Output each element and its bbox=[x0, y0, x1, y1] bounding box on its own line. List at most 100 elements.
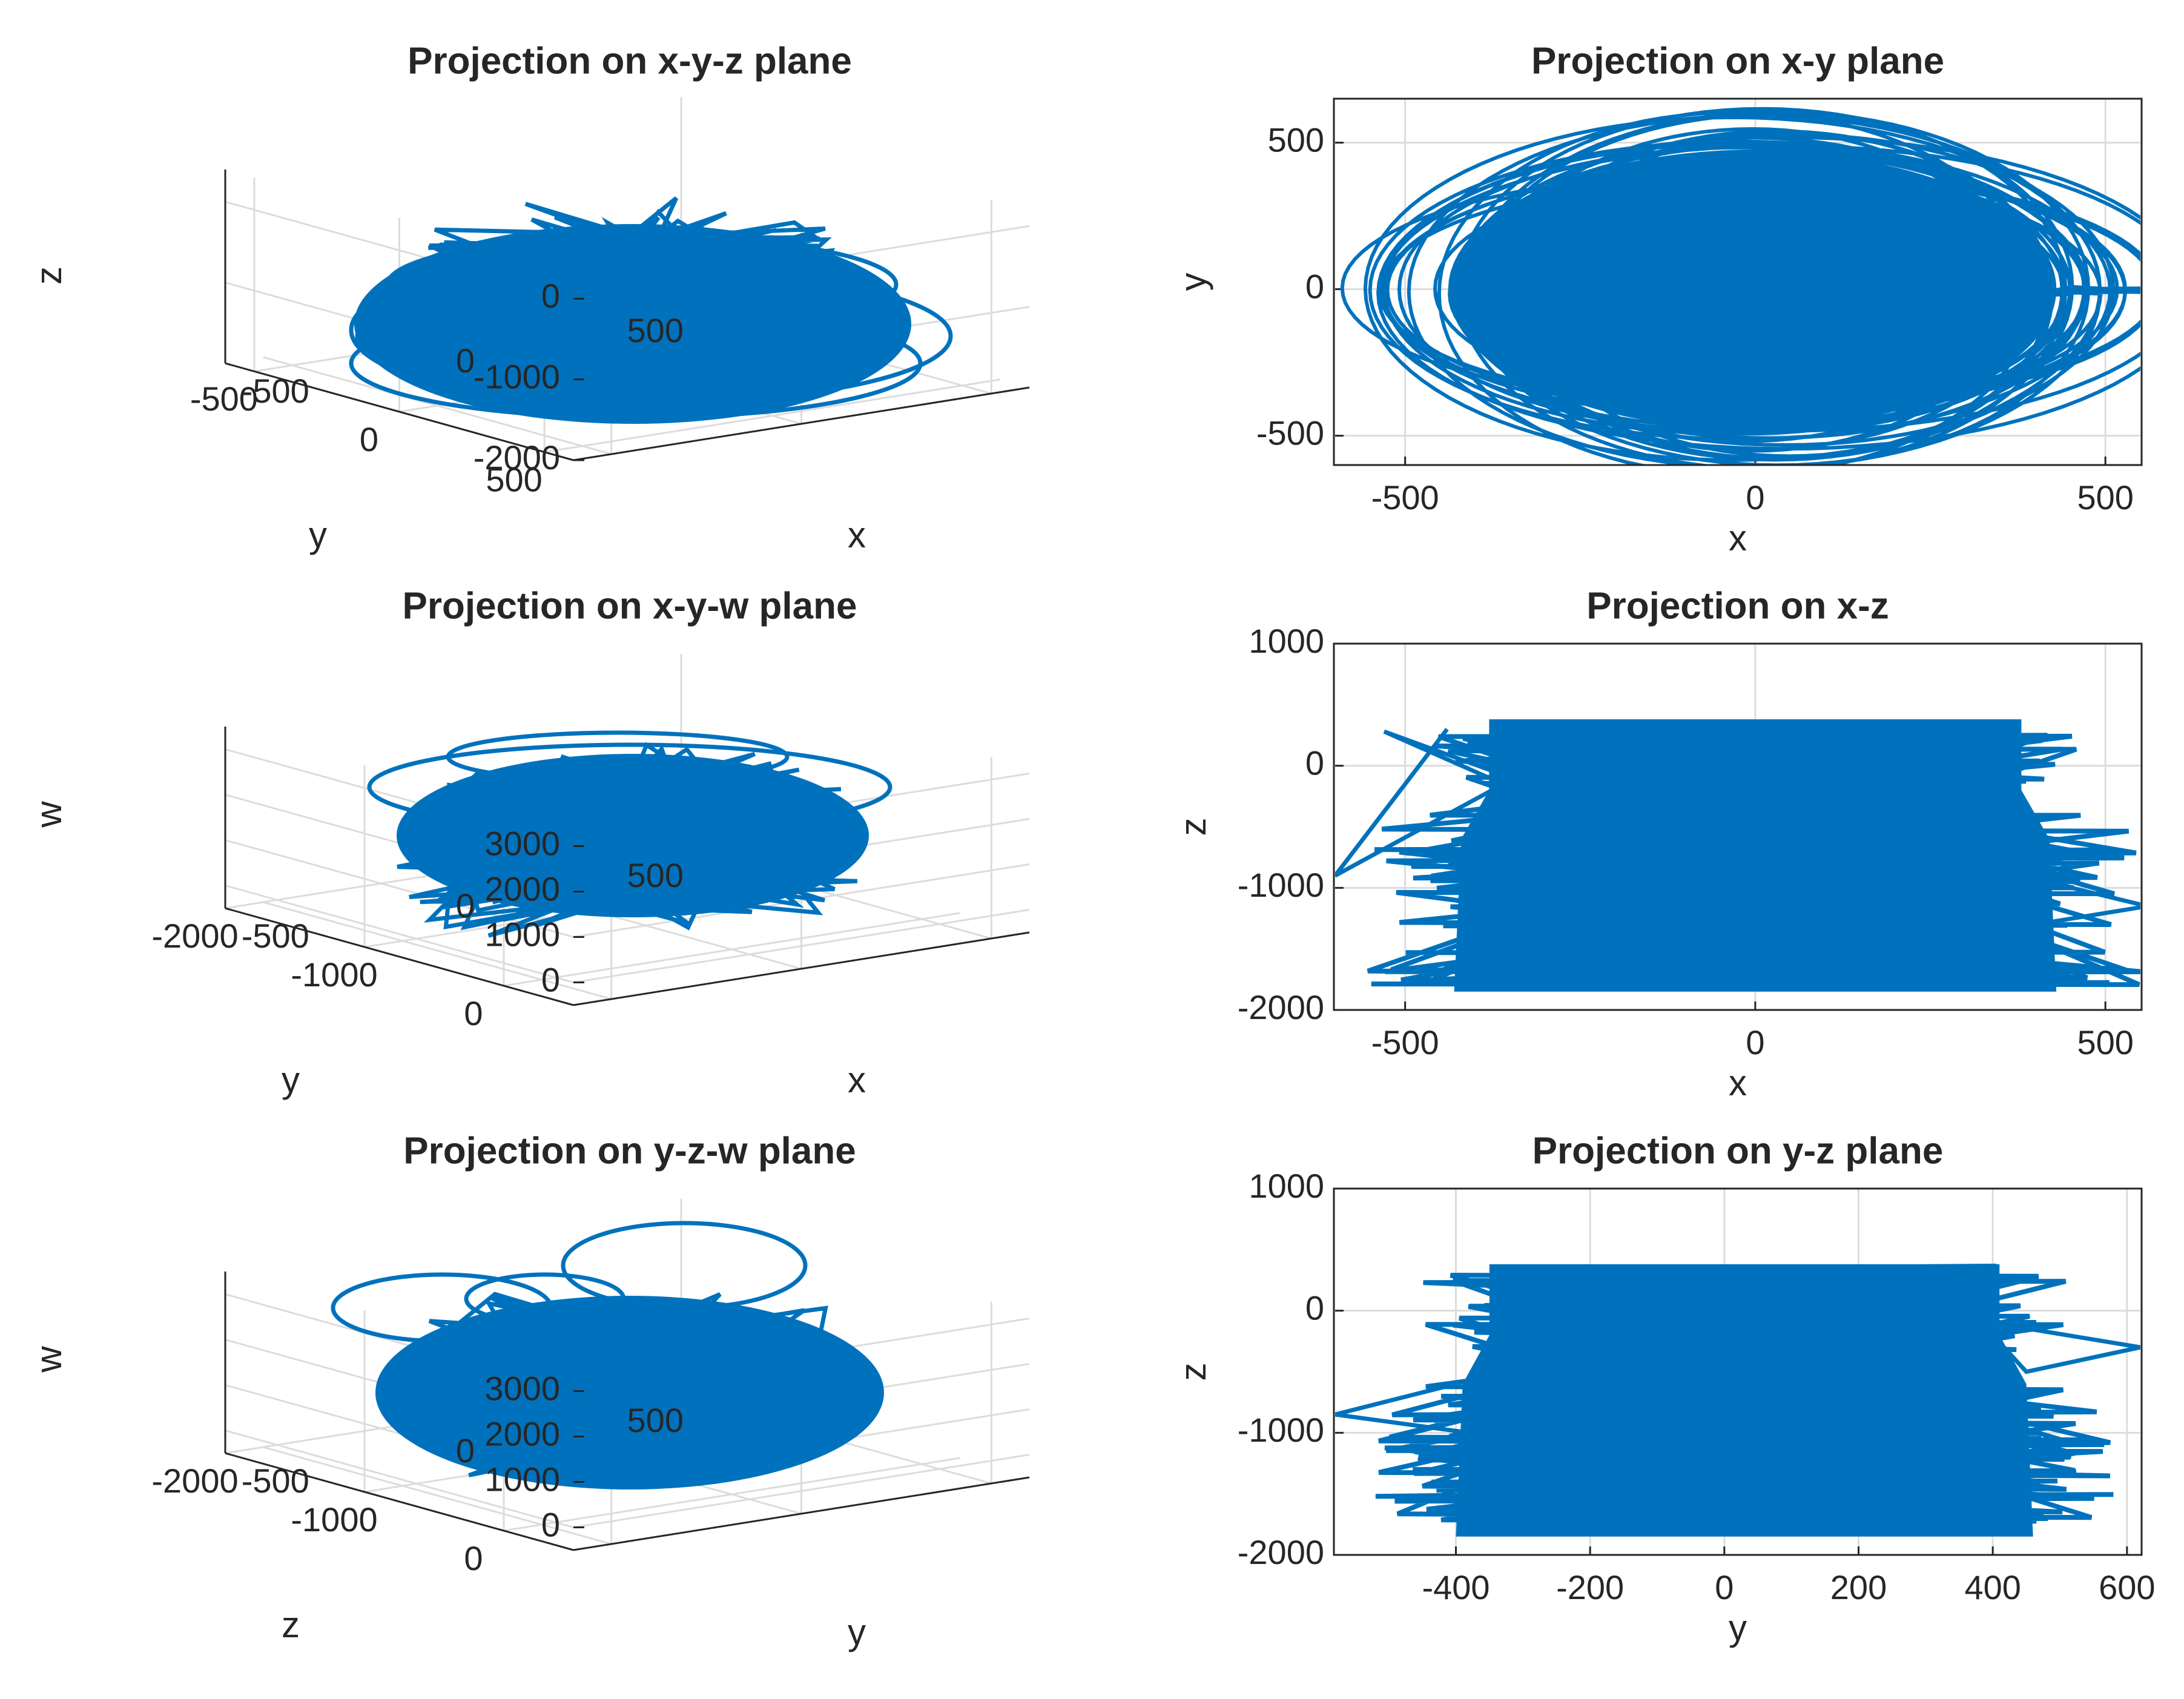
floor-gridline bbox=[263, 1446, 612, 1545]
y-tick-label: -1000 bbox=[291, 955, 377, 994]
x-tick-label: 500 bbox=[627, 1401, 684, 1439]
y-tick-label: -500 bbox=[1256, 414, 1324, 452]
wall-gridline bbox=[225, 885, 574, 983]
x-tick-label: -500 bbox=[242, 917, 309, 955]
y-axis-line bbox=[225, 1452, 574, 1551]
y-tick-label: -2000 bbox=[151, 1462, 238, 1500]
series-trajectory bbox=[1340, 107, 2140, 465]
x-tick-label: 0 bbox=[1746, 478, 1764, 516]
y-tick-label: 0 bbox=[464, 994, 483, 1032]
wall-gridline bbox=[225, 1430, 574, 1528]
y-tick-label: 1000 bbox=[1249, 1167, 1324, 1205]
y-tick-label: -2000 bbox=[1238, 1533, 1324, 1571]
trajectory-loop bbox=[385, 234, 899, 335]
y-tick-label: 0 bbox=[1305, 744, 1324, 782]
x-axis-label: y bbox=[1729, 1608, 1747, 1648]
chart-title: Projection on y-z plane bbox=[1532, 1130, 1944, 1172]
chart-title: Projection on y-z-w plane bbox=[403, 1130, 856, 1172]
y-tick-label: -1000 bbox=[1238, 1411, 1324, 1449]
trajectory-excursion bbox=[1335, 728, 1546, 878]
y-axis-label: z bbox=[1173, 1363, 1213, 1381]
y-axis-line bbox=[225, 907, 574, 1006]
trajectory-excursion bbox=[2021, 873, 2140, 927]
y-axis-label: y bbox=[309, 515, 327, 555]
trajectory-excursion bbox=[1335, 1382, 1470, 1435]
trajectory-loop bbox=[355, 267, 953, 405]
chart-title: Projection on x-y plane bbox=[1531, 40, 1944, 82]
y-axis-line bbox=[225, 362, 574, 461]
x-tick-label: 0 bbox=[456, 1431, 475, 1470]
y-tick-label: -2000 bbox=[151, 917, 238, 955]
x-tick-label: 0 bbox=[1746, 1023, 1764, 1061]
trajectory-loop bbox=[367, 742, 892, 832]
x-tick-label: 400 bbox=[1964, 1568, 2021, 1606]
floor-gridline bbox=[503, 912, 960, 987]
trajectory-core bbox=[375, 1296, 884, 1490]
axes-box bbox=[1333, 642, 2143, 1011]
z-tick-label: 2000 bbox=[484, 1414, 560, 1453]
z-axis-label: z bbox=[28, 266, 69, 285]
chart-xyw: -5000500-2000-100000100020003000Projecti… bbox=[28, 585, 1030, 1100]
z-tick-label: 0 bbox=[541, 277, 560, 315]
z-axis-label: w bbox=[28, 801, 69, 828]
y-tick-label: 0 bbox=[1305, 267, 1324, 305]
x-tick-label: 500 bbox=[2077, 478, 2133, 516]
y-axis-label: z bbox=[1173, 818, 1213, 836]
y-tick-label: -2000 bbox=[1238, 988, 1324, 1026]
x-tick-label: -500 bbox=[1371, 478, 1439, 516]
y-tick-label: 0 bbox=[360, 420, 378, 458]
x-axis-label: y bbox=[848, 1612, 866, 1652]
z-tick-label: 3000 bbox=[484, 824, 560, 862]
x-tick-label: 200 bbox=[1830, 1568, 1887, 1606]
x-tick-label: -400 bbox=[1422, 1568, 1490, 1606]
trajectory-loop bbox=[464, 1272, 626, 1325]
y-tick-label: -1000 bbox=[1238, 866, 1324, 904]
x-tick-label: 500 bbox=[627, 856, 684, 894]
chart-title: Projection on x-y-z plane bbox=[407, 40, 852, 82]
trajectory-excursion bbox=[1991, 1321, 2140, 1374]
x-tick-label: -500 bbox=[1371, 1023, 1439, 1061]
x-axis-line bbox=[573, 386, 1030, 461]
x-axis-line bbox=[573, 1476, 1030, 1551]
trajectory-loop bbox=[561, 1221, 808, 1310]
series-trajectory bbox=[1335, 719, 2140, 992]
chart-title: Projection on x-y-w plane bbox=[403, 585, 857, 627]
x-tick-label: 500 bbox=[2077, 1023, 2133, 1061]
z-tick-label: 0 bbox=[541, 960, 560, 998]
trajectory-loop bbox=[349, 306, 923, 420]
z-tick-label: 3000 bbox=[484, 1369, 560, 1407]
wall-gridline bbox=[225, 839, 574, 938]
axes-box bbox=[1333, 97, 2143, 466]
x-axis-label: x bbox=[848, 515, 866, 555]
y-tick-label: 500 bbox=[486, 460, 542, 498]
x-tick-label: 600 bbox=[2099, 1568, 2155, 1606]
trajectory-core bbox=[1454, 719, 2057, 992]
x-tick-label: -200 bbox=[1556, 1568, 1624, 1606]
chart-xz: -500 0 500 -2000 -1000 0 1000 Projection on x-z… bbox=[1173, 585, 2143, 1103]
y-axis-label: y bbox=[282, 1060, 300, 1100]
z-axis-label: w bbox=[28, 1346, 69, 1373]
y-tick-label: -500 bbox=[190, 380, 258, 418]
x-axis-label: x bbox=[1729, 518, 1747, 558]
series-trajectory bbox=[1335, 1264, 2140, 1537]
x-tick-label: 0 bbox=[1715, 1568, 1734, 1606]
y-tick-label: -1000 bbox=[291, 1500, 377, 1539]
z-tick-label: 2000 bbox=[484, 869, 560, 908]
y-tick-label: 500 bbox=[1268, 120, 1324, 159]
axes-box bbox=[1333, 1187, 2143, 1556]
trajectory-core bbox=[1454, 151, 2057, 427]
x-tick-label: 0 bbox=[456, 886, 475, 925]
floor-gridline bbox=[544, 378, 1001, 454]
z-tick-label: 1000 bbox=[484, 1460, 560, 1498]
floor-gridline bbox=[263, 901, 612, 1000]
trajectory-core bbox=[397, 754, 869, 917]
trajectory-core bbox=[1456, 1264, 2033, 1537]
x-axis-label: x bbox=[1729, 1063, 1747, 1103]
floor-gridline bbox=[503, 1457, 960, 1532]
y-axis-label: z bbox=[282, 1605, 300, 1645]
chart-yz: -400 -200 0 200 400 600-2000-100001000Project… bbox=[1173, 1130, 2156, 1648]
z-tick-label: -1000 bbox=[473, 357, 560, 395]
y-tick-label: 1000 bbox=[1249, 622, 1324, 660]
